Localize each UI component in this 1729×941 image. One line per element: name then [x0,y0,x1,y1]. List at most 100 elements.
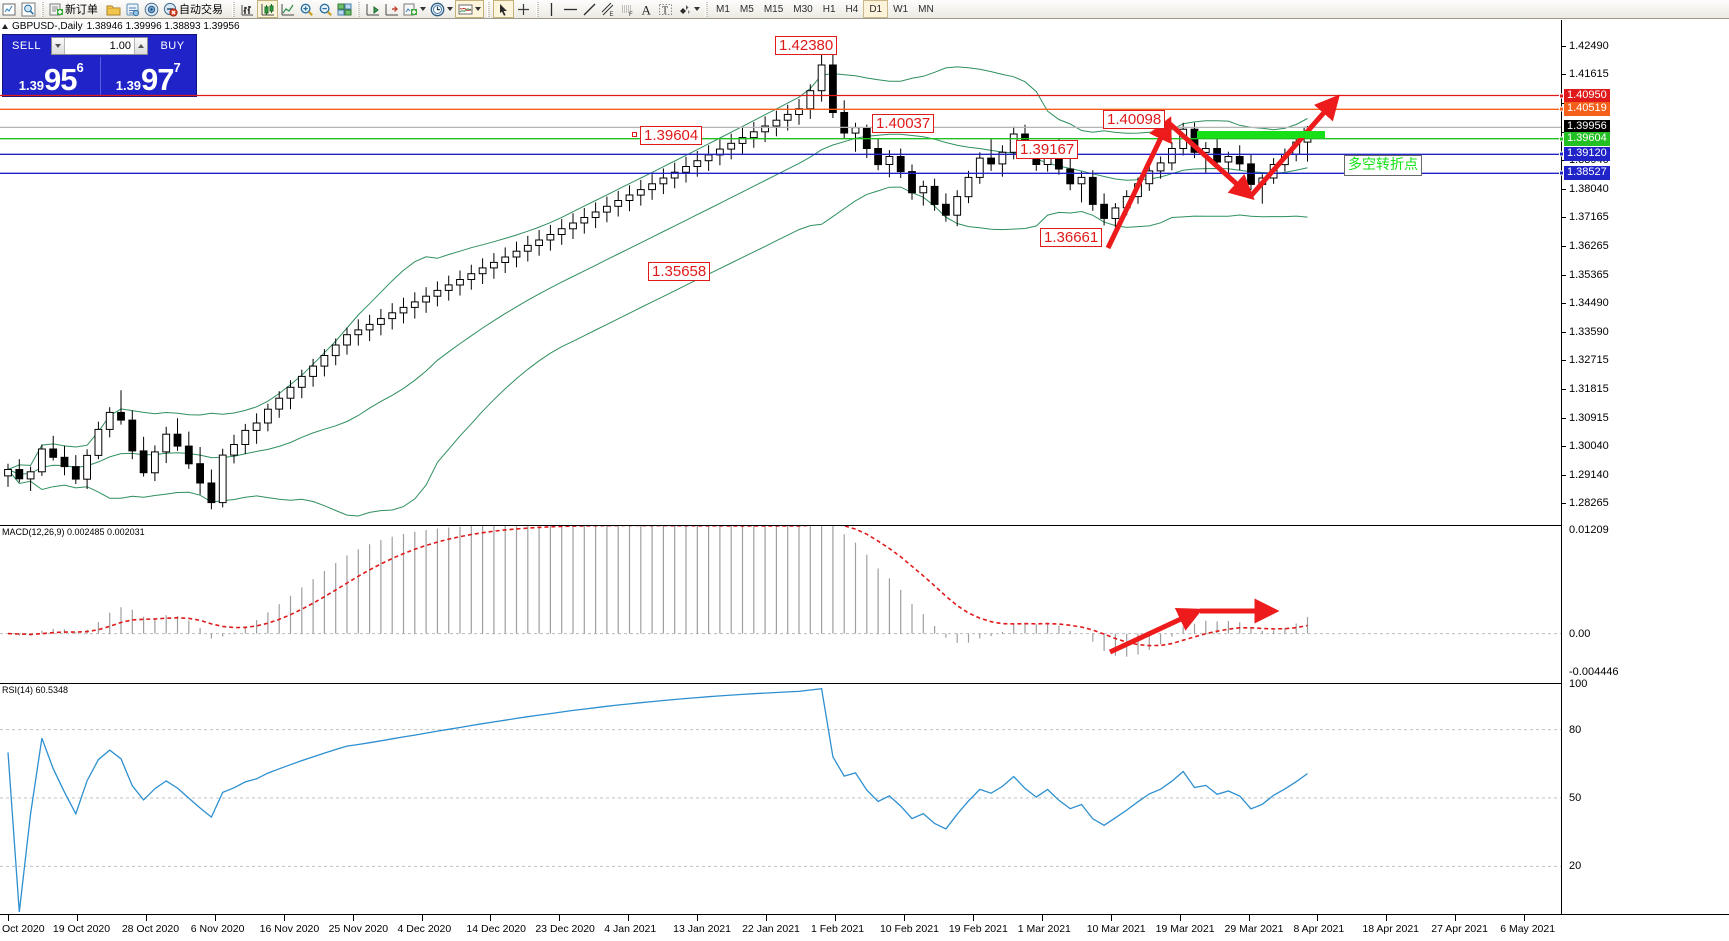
horizontal-line-tool-icon[interactable] [561,0,580,18]
price-axis-tick [1562,46,1566,48]
volume-increase-button[interactable] [134,38,147,54]
time-axis-tick [1248,915,1250,921]
buy-button[interactable]: BUY [160,40,185,52]
price-tag-bottom[interactable]: 1.35658 [648,262,711,281]
chevron-down-icon[interactable] [420,7,426,11]
new-chart-icon[interactable] [0,0,19,18]
support-level-badge[interactable]: 1.39120 [1564,147,1610,162]
chart-icon [2,2,17,17]
resistance-level-badge[interactable]: 1.40950 [1564,88,1610,103]
price-axis-tick-label: 1.31815 [1569,382,1609,395]
timeframe-d1[interactable]: D1 [863,0,889,18]
turning-point-label[interactable]: 多空转折点 [1344,155,1422,176]
chart-expand-icon[interactable] [2,23,8,29]
time-axis-tick-label: 23 Dec 2020 [535,923,595,935]
green-highlight-bar[interactable] [1197,131,1325,138]
template-icon [458,2,473,17]
timeframe-h4[interactable]: H4 [845,3,859,15]
price-chart-pane[interactable] [0,32,1561,524]
bar-chart-icon[interactable] [238,0,257,18]
price-axis[interactable]: 1.424901.416151.407151.398151.389401.380… [1559,20,1729,914]
timeframe-mn[interactable]: MN [918,3,934,15]
rsi-indicator-pane[interactable] [0,684,1561,914]
line-icon [280,2,295,17]
market-watch-icon[interactable] [19,0,38,18]
time-axis-tick [76,915,78,921]
timeframe-w1[interactable]: W1 [893,3,909,15]
volume-input[interactable]: 1.00 [109,40,131,52]
navigator-icon[interactable] [142,0,161,18]
line-chart-icon[interactable] [278,0,297,18]
timeframe-m5[interactable]: M5 [739,3,754,15]
metaeditor-icon[interactable] [123,0,142,18]
chevron-down-icon[interactable] [475,7,481,11]
text-tool-icon[interactable]: A [637,0,656,18]
support-level-badge-2[interactable]: 1.38527 [1564,166,1610,181]
templates-icon[interactable] [455,0,484,18]
volume-decrease-button[interactable] [52,38,65,54]
price-axis-tick-label: 1.28265 [1569,496,1609,509]
text-label-tool-icon[interactable]: T [656,0,675,18]
chevron-down-icon[interactable] [694,7,700,11]
time-axis-tick-label: 19 Feb 2021 [948,923,1008,935]
buy-price-display[interactable]: 1.39 97 7 [99,57,197,96]
level-drag-handle[interactable] [1559,93,1564,98]
time-axis-tick [145,915,147,921]
time-axis-tick [766,915,768,921]
price-tag-high[interactable]: 1.42380 [775,36,838,55]
period-icon[interactable] [428,0,455,18]
one-click-trading-panel[interactable]: SELL 1.00 BUY 1.39 95 6 1.39 97 7 [2,34,197,97]
chart-shift-icon[interactable] [382,0,401,18]
chart-symbol-period: GBPUSD-,Daily [12,20,83,32]
current-price-badge[interactable]: 1.39956 [1564,120,1610,135]
toolbar-group-4 [363,0,484,19]
rsi-axis-tick-label: 100 [1569,678,1588,690]
price-tag-low-mid[interactable]: 1.39167 [1016,140,1079,159]
price-axis-tick [1562,331,1566,333]
timeframe-m15[interactable]: M15 [763,3,784,15]
trendline-tool-icon[interactable] [580,0,599,18]
toolbar-separator [705,1,708,17]
price-tag-low[interactable]: 1.36661 [1040,228,1103,247]
autotrading-button[interactable]: 自动交易 [161,0,229,18]
chevron-down-icon[interactable] [447,7,453,11]
sell-button[interactable]: SELL [12,40,41,52]
price-tag-mid[interactable]: 1.40037 [872,114,935,133]
vertical-line-tool-icon[interactable] [542,0,561,18]
trend-icon [582,2,597,17]
sell-price-display[interactable]: 1.39 95 6 [3,57,100,96]
volume-stepper[interactable]: 1.00 [51,37,148,55]
shapes-tool-icon[interactable] [675,0,702,18]
level-drag-handle[interactable] [1559,106,1564,112]
time-axis[interactable]: Oct 2020 19 Oct 2020 28 Oct 2020 6 Nov 2020… [0,914,1729,941]
expert-advisors-icon[interactable] [104,0,123,18]
price-tag-green-anchor[interactable] [632,132,637,137]
macd-indicator-pane[interactable] [0,526,1561,681]
resistance-level-badge-2[interactable]: 1.40519 [1564,102,1610,117]
candlestick-chart-icon[interactable] [257,0,278,18]
level-drag-handle[interactable] [1559,136,1564,142]
level-drag-handle[interactable] [1559,151,1564,157]
time-axis-tick-label: 22 Jan 2021 [742,923,800,935]
main-toolbar[interactable]: 新订单 自动交易 E F A T M1 M5 M15 M30 H1 H4 D1 W1 MN [0,0,1729,19]
new-order-button[interactable]: 新订单 [47,0,104,18]
tile-icon [337,2,352,17]
zoom-in-icon[interactable] [297,0,316,18]
zoom-out-icon[interactable] [316,0,335,18]
crosshair-tool-icon[interactable] [514,0,533,18]
cursor-tool-icon[interactable] [493,0,514,18]
tile-windows-icon[interactable] [335,0,354,18]
price-tag-green[interactable]: 1.39604 [640,126,703,145]
fibonacci-tool-icon[interactable]: F [618,0,637,18]
auto-scroll-icon[interactable] [363,0,382,18]
level-drag-handle[interactable] [1559,170,1564,176]
indicators-icon[interactable] [401,0,428,18]
timeframe-m1[interactable]: M1 [716,3,730,15]
timeframe-m30[interactable]: M30 [793,3,813,15]
price-axis-tick [1562,474,1566,476]
price-axis-tick-label: 1.30915 [1569,411,1609,424]
equidistant-channel-tool-icon[interactable]: E [599,0,618,18]
timeframe-h1[interactable]: H1 [822,3,836,15]
green-level-badge[interactable]: 1.39604 [1564,131,1610,146]
price-tag-swing[interactable]: 1.40098 [1103,110,1166,129]
